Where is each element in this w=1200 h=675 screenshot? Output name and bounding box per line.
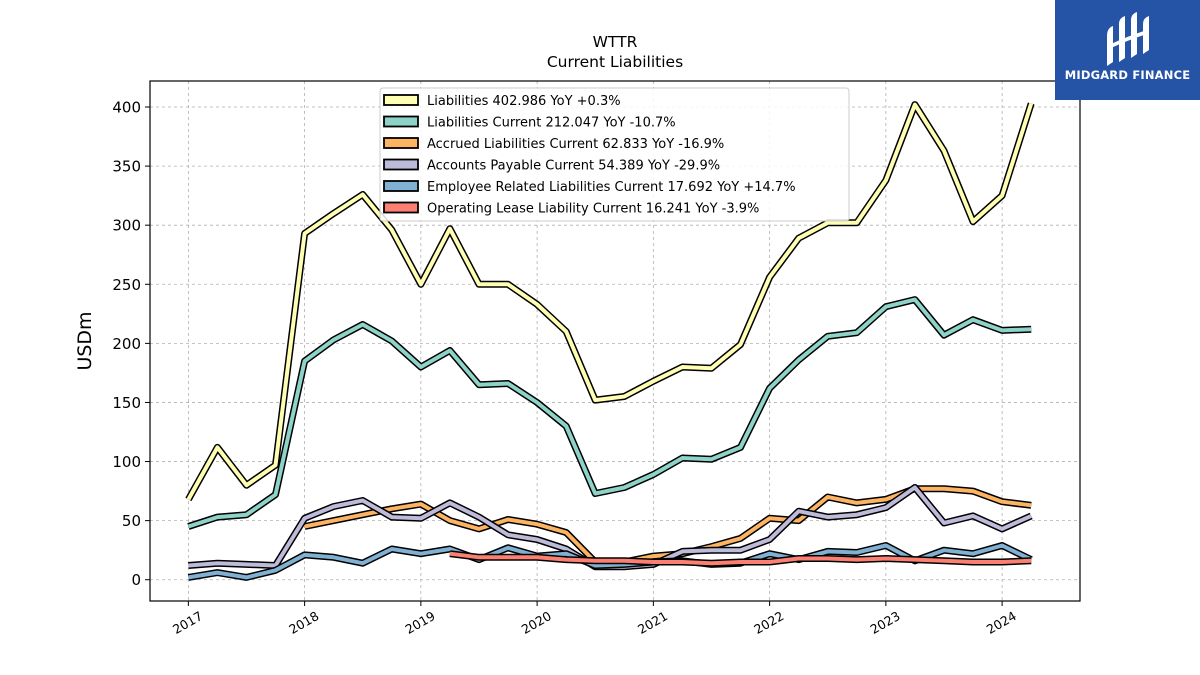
y-tick-label: 200 [112, 335, 141, 353]
x-tick-label: 2021 [635, 608, 670, 637]
legend-label: Accrued Liabilities Current 62.833 YoY -… [427, 137, 724, 152]
logo-mark-icon [1107, 12, 1149, 66]
x-tick-label: 2020 [519, 608, 554, 637]
x-axis: 2017 2018 2019 2020 2021 2022 2023 2024 [170, 601, 1019, 637]
y-tick-label: 50 [122, 512, 141, 530]
y-tick-label: 400 [112, 99, 141, 117]
x-tick-label: 2022 [751, 608, 786, 637]
legend-swatch [383, 94, 419, 106]
series-operating-lease-liability-current [449, 550, 1032, 567]
y-tick-label: 350 [112, 158, 141, 176]
plot-frame [149, 80, 1081, 602]
legend-label: Employee Related Liabilities Current 17.… [427, 180, 796, 195]
legend: Liabilities 402.986 YoY +0.3% Liabilities… [379, 87, 850, 222]
series-line [186, 102, 1034, 501]
y-tick-label: 150 [112, 394, 141, 412]
series-lines [185, 101, 1035, 581]
legend-swatch [383, 201, 419, 214]
x-tick-label: 2023 [868, 608, 903, 637]
series-line [188, 543, 1033, 580]
y-tick-label: 300 [112, 217, 141, 235]
y-tick-label: 0 [131, 571, 141, 589]
legend-swatch [383, 137, 419, 149]
series-line [187, 297, 1032, 529]
chart-title: WTTR [593, 33, 638, 51]
x-tick-label: 2019 [403, 608, 438, 637]
x-tick-label: 2018 [286, 608, 321, 637]
y-tick-label: 250 [112, 276, 141, 294]
legend-label: Liabilities 402.986 YoY +0.3% [427, 94, 621, 109]
series-line [449, 551, 1032, 566]
legend-label: Liabilities Current 212.047 YoY -10.7% [427, 116, 676, 131]
logo-text: MIDGARD FINANCE [1064, 68, 1191, 82]
x-tick-label: 2017 [170, 608, 205, 637]
x-tick-label: 2024 [984, 608, 1019, 637]
legend-label: Operating Lease Liability Current 16.241… [427, 202, 759, 217]
y-axis: 0 50 100 150 200 250 300 350 400 [112, 99, 150, 589]
legend-swatch [383, 115, 419, 128]
series-employee-related-liabilities-current [187, 542, 1033, 581]
chart-subtitle: Current Liabilities [547, 53, 683, 71]
series-liabilities-current [187, 296, 1032, 530]
legend-box [379, 87, 850, 222]
series-liabilities [185, 101, 1035, 502]
legend-label: Accounts Payable Current 54.389 YoY -29.… [427, 159, 720, 174]
y-axis-label: USDm [74, 311, 96, 370]
y-tick-label: 100 [112, 453, 141, 471]
legend-swatch [383, 158, 419, 171]
legend-swatch [383, 180, 419, 192]
logo: MIDGARD FINANCE [1055, 0, 1200, 100]
